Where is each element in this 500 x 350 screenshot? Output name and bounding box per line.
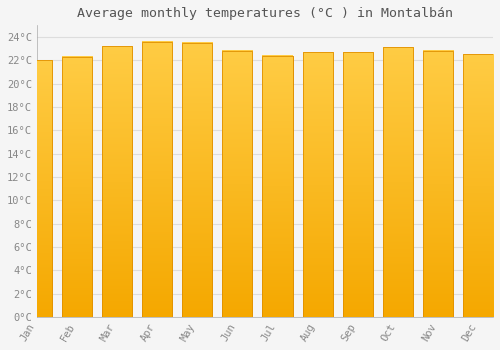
Bar xyxy=(302,52,332,317)
Bar xyxy=(463,55,493,317)
Bar xyxy=(262,56,292,317)
Bar xyxy=(62,57,92,317)
Bar xyxy=(22,60,52,317)
Bar xyxy=(423,51,453,317)
Bar xyxy=(22,60,52,317)
Bar xyxy=(142,42,172,317)
Bar xyxy=(383,48,413,317)
Bar xyxy=(222,51,252,317)
Bar xyxy=(383,48,413,317)
Title: Average monthly temperatures (°C ) in Montalbán: Average monthly temperatures (°C ) in Mo… xyxy=(77,7,453,20)
Bar xyxy=(262,56,292,317)
Bar xyxy=(222,51,252,317)
Bar xyxy=(102,46,132,317)
Bar xyxy=(182,43,212,317)
Bar xyxy=(302,52,332,317)
Bar xyxy=(142,42,172,317)
Bar xyxy=(423,51,453,317)
Bar xyxy=(62,57,92,317)
Bar xyxy=(102,46,132,317)
Bar xyxy=(342,52,372,317)
Bar xyxy=(463,55,493,317)
Bar xyxy=(182,43,212,317)
Bar xyxy=(342,52,372,317)
